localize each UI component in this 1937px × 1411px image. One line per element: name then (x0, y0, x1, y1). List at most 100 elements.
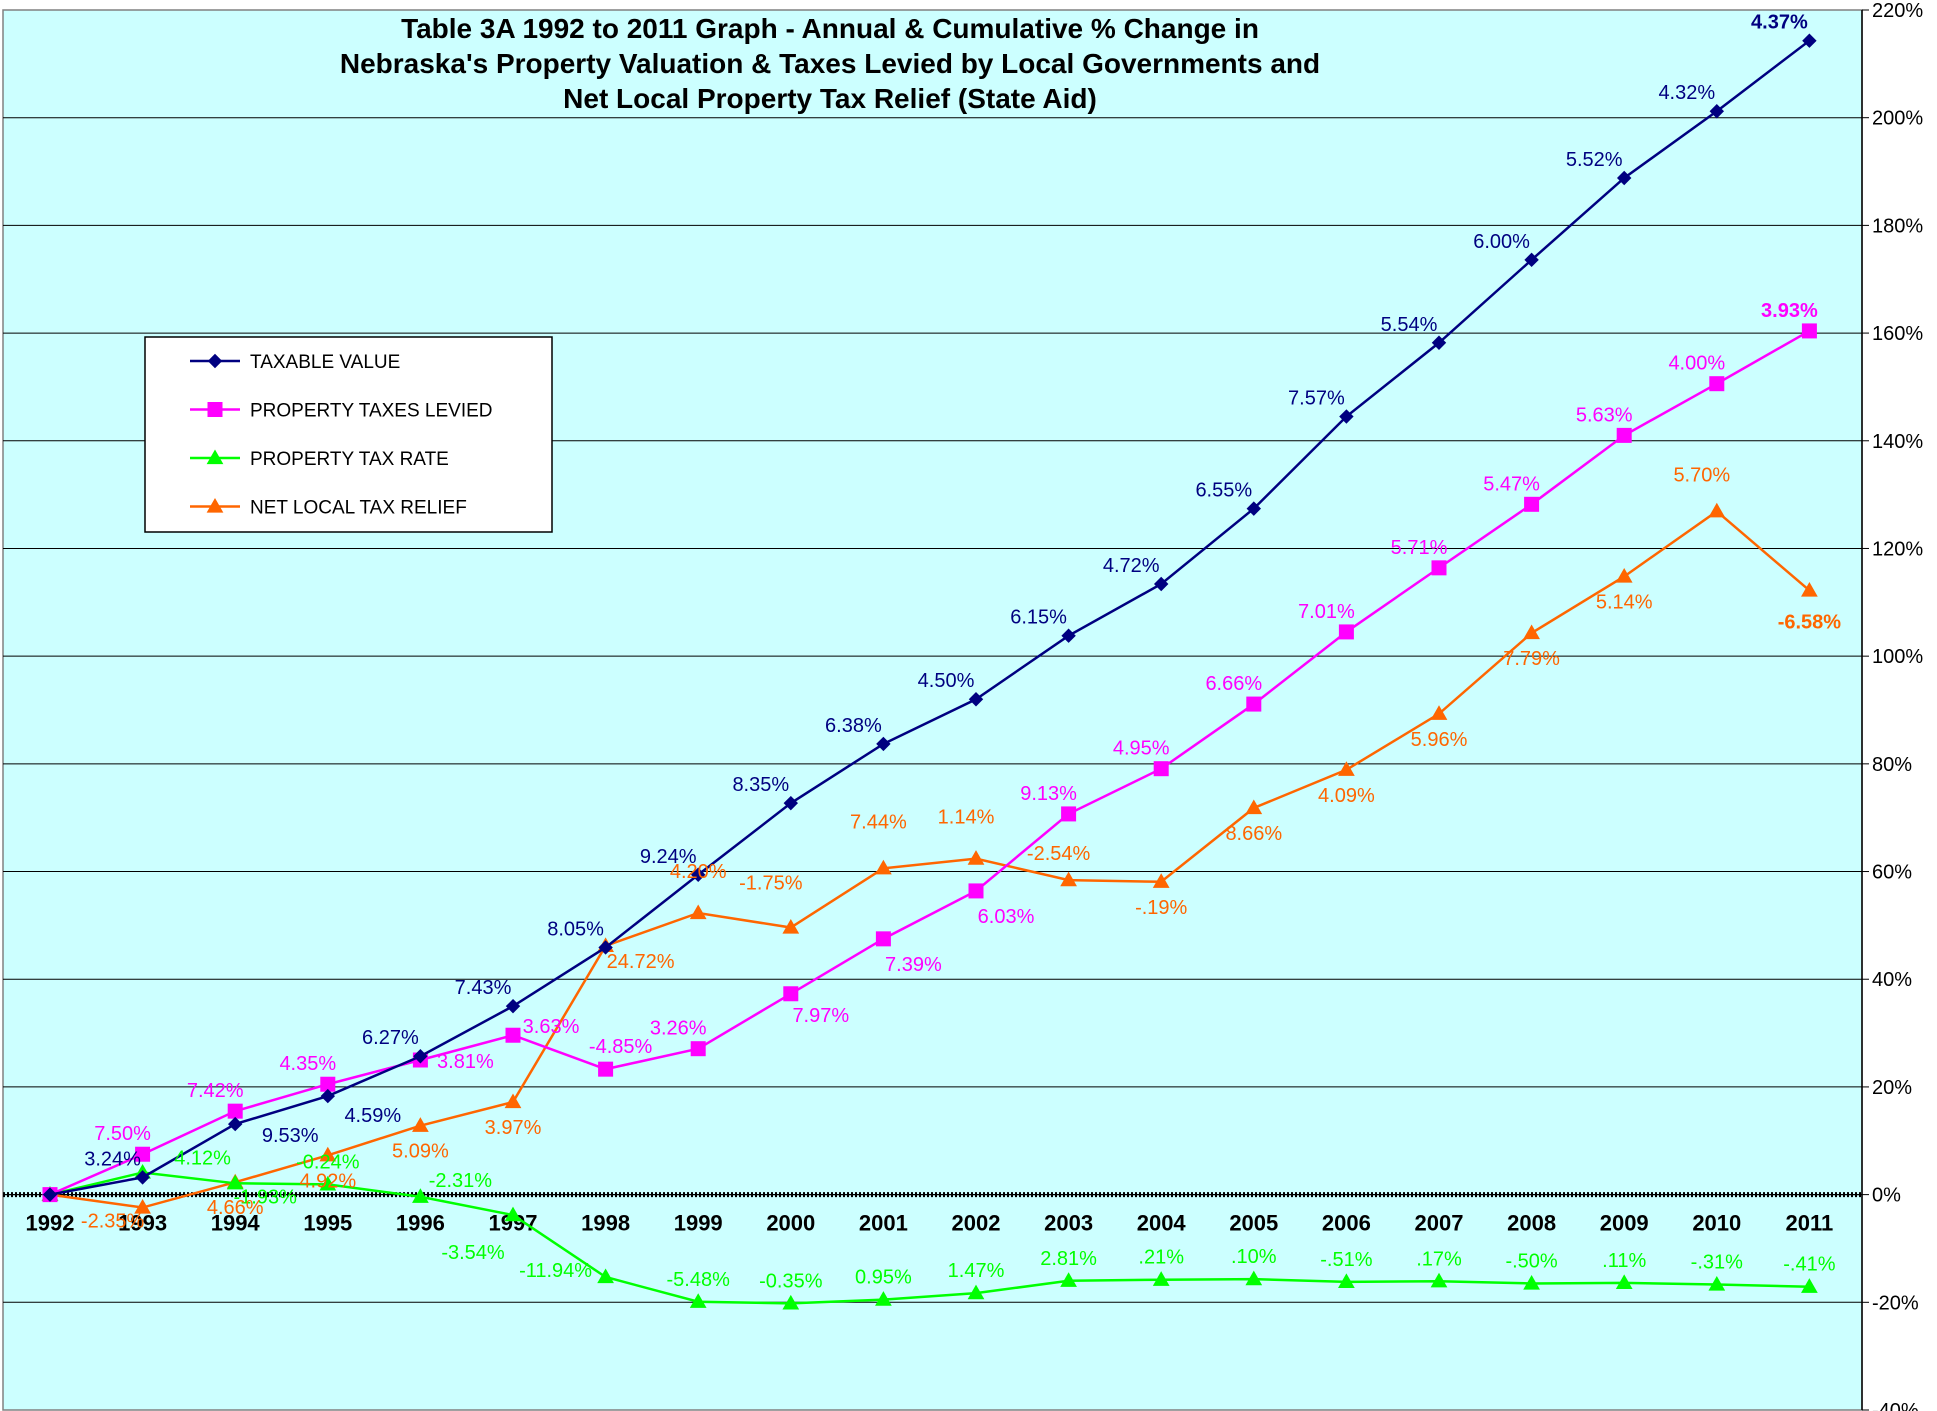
data-point (1338, 761, 1355, 776)
data-label: -3.54% (441, 1242, 505, 1264)
data-point (135, 1146, 151, 1162)
data-point (782, 919, 800, 934)
data-label: 4.92% (299, 1170, 356, 1192)
x-tick-label: 1993 (118, 1211, 167, 1236)
y-tick-label: 120% (1872, 538, 1923, 560)
data-label: 6.00% (1473, 231, 1530, 253)
data-point (1152, 873, 1170, 888)
data-point (875, 859, 892, 875)
data-point (1153, 576, 1169, 592)
x-tick-label: 2002 (952, 1211, 1001, 1236)
x-tick-label: 1992 (26, 1211, 75, 1236)
data-label: 3.93% (1761, 300, 1818, 322)
data-point (597, 1268, 614, 1284)
series-net-local-tax-relief (41, 502, 1818, 1214)
y-tick-label: 180% (1872, 215, 1923, 237)
data-point (1060, 871, 1077, 887)
data-label: -0.24% (296, 1151, 360, 1173)
y-tick-label: 40% (1872, 969, 1912, 991)
data-label: 6.55% (1195, 480, 1252, 502)
data-label: -1.93% (234, 1186, 298, 1208)
data-point (598, 940, 613, 955)
data-point (1802, 33, 1817, 48)
data-label: -.41% (1783, 1254, 1835, 1276)
y-tick-label: 160% (1872, 323, 1923, 345)
x-tick-label: 1995 (303, 1211, 352, 1236)
data-label: 1.47% (948, 1260, 1005, 1282)
data-point (1708, 502, 1726, 518)
data-label: 5.96% (1411, 729, 1468, 751)
data-point (1430, 705, 1448, 720)
data-point (1060, 1272, 1077, 1287)
data-point (1338, 1273, 1355, 1288)
data-label: 4.37% (1751, 12, 1808, 34)
y-tick-label: 200% (1872, 108, 1923, 130)
data-label: 4.32% (1658, 82, 1715, 104)
data-label: .21% (1138, 1247, 1184, 1269)
chart-title-line-1: Table 3A 1992 to 2011 Graph - Annual & C… (401, 13, 1259, 44)
chart-title-line-3: Net Local Property Tax Relief (State Aid… (563, 83, 1097, 114)
x-axis: 1992 1993 1994 1995 1996 1997 1998 1999 2000 2001… (26, 1211, 1834, 1236)
legend: TAXABLE VALUE PROPERTY TAXES LEVIED PROPER… (144, 336, 553, 533)
data-label: -2.31% (429, 1170, 493, 1192)
data-point (1801, 1278, 1818, 1293)
data-label: 7.44% (850, 811, 907, 833)
data-label: -2.35% (81, 1211, 145, 1233)
data-label: 5.70% (1673, 464, 1730, 486)
data-point (1615, 1274, 1633, 1290)
data-point (1246, 696, 1262, 712)
data-label: 4.50% (918, 670, 975, 692)
data-point (412, 1188, 429, 1203)
data-point (1339, 409, 1354, 424)
data-label: -4.85% (589, 1036, 653, 1058)
data-label: -2.54% (1027, 843, 1091, 865)
data-point (1061, 806, 1077, 822)
data-point (1801, 581, 1818, 597)
data-label: 4.72% (1103, 555, 1160, 577)
data-label: 4.59% (344, 1105, 401, 1127)
data-point (689, 1293, 707, 1308)
data-label: -0.35% (759, 1270, 823, 1292)
data-label: -.19% (1135, 897, 1187, 919)
data-point (1153, 761, 1169, 777)
x-tick-label: 2011 (1786, 1211, 1834, 1236)
data-label: 5.47% (1483, 473, 1540, 495)
data-point (1708, 1276, 1726, 1291)
data-point (1709, 376, 1725, 392)
data-point (1524, 496, 1540, 512)
x-tick-label: 1998 (581, 1211, 630, 1236)
data-label: 7.97% (792, 1005, 849, 1027)
x-tick-label: 2005 (1229, 1211, 1278, 1236)
data-point (876, 736, 891, 752)
x-tick-label: 2006 (1322, 1211, 1371, 1236)
y-tick-label: 220% (1872, 0, 1923, 22)
data-point (320, 1088, 336, 1104)
data-label: 6.66% (1205, 673, 1262, 695)
x-tick-label: 2009 (1600, 1211, 1649, 1236)
gridlines (3, 117, 1862, 1303)
data-label: 4.00% (1668, 353, 1725, 375)
data-label: 7.50% (94, 1123, 151, 1145)
legend-label: NET LOCAL TAX RELIEF (250, 498, 467, 519)
data-label: -11.94% (519, 1260, 592, 1282)
data-point (1616, 170, 1632, 186)
data-label: 9.13% (1020, 783, 1077, 805)
data-label: 1.14% (938, 807, 995, 829)
data-label: 24.72% (607, 951, 675, 973)
data-point (1338, 624, 1354, 640)
data-label: 6.15% (1010, 607, 1067, 629)
data-point (413, 1049, 428, 1064)
data-point (782, 1294, 800, 1310)
data-label: 7.79% (1503, 648, 1560, 670)
legend-marker (206, 497, 224, 513)
x-tick-label: 1996 (396, 1211, 445, 1236)
data-point (690, 1041, 706, 1057)
x-tick-label: 2010 (1692, 1211, 1741, 1236)
data-point (1615, 567, 1633, 583)
data-label: 4.66% (207, 1197, 264, 1219)
series-line (49, 509, 1811, 1209)
data-point (1431, 560, 1447, 576)
data-point (1431, 335, 1447, 350)
data-point (42, 1187, 58, 1202)
